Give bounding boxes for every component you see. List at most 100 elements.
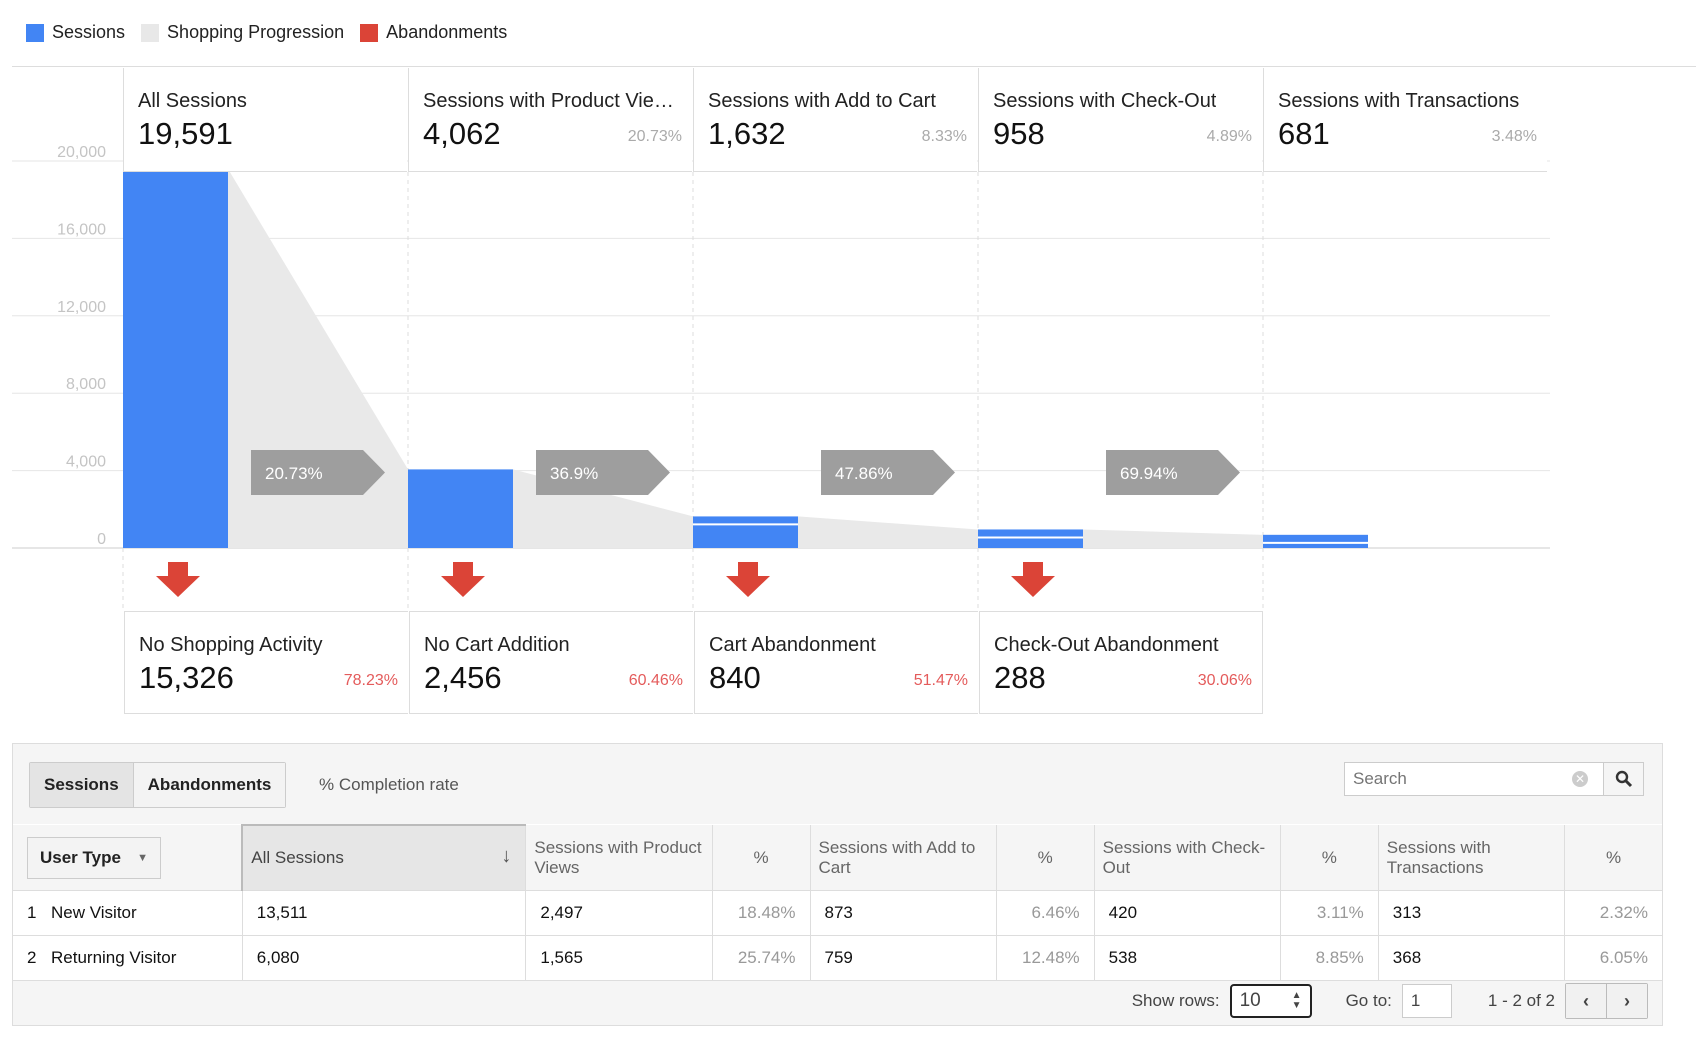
legend-swatch: [26, 23, 44, 42]
search-button[interactable]: [1604, 762, 1644, 796]
cell: 368: [1378, 935, 1566, 981]
table-footer: Show rows: 10 ▲ ▼ Go to: 1 1 - 2 of 2 ‹ ›: [1132, 983, 1648, 1019]
col-label: All Sessions: [251, 848, 344, 867]
chevron-right-icon[interactable]: ›: [1606, 984, 1647, 1018]
dimension-selector[interactable]: User Type ▼: [27, 836, 161, 879]
pagination-range: 1 - 2 of 2: [1487, 991, 1555, 1010]
tab-sessions[interactable]: Sessions: [30, 763, 134, 807]
tab-abandonments[interactable]: Abandonments: [133, 763, 286, 807]
cell: 873: [810, 890, 997, 936]
col-transactions[interactable]: Sessions with Transactions: [1378, 825, 1566, 891]
dimension-cell: 2 Returning Visitor: [13, 935, 243, 981]
cell-pct: 6.46%: [996, 890, 1095, 936]
legend-abandonments: Abandonments: [360, 22, 507, 43]
col-add-to-cart[interactable]: Sessions with Add to Cart: [810, 825, 997, 891]
table-header-row: User Type ▼ All Sessions ↓ Sessions with…: [13, 824, 1662, 891]
user-type-link[interactable]: New Visitor: [51, 903, 137, 922]
abandon-name: Cart Abandonment: [709, 634, 876, 656]
stage-name: All Sessions: [138, 90, 247, 112]
stage-value: 4,062: [423, 116, 501, 151]
abandon-check-out-abandonment[interactable]: Check-Out Abandonment 288 30.06%: [979, 611, 1263, 714]
stage-pct: 20.73%: [627, 128, 682, 145]
search-box: ✕: [1344, 762, 1644, 796]
legend-label: Abandonments: [386, 22, 508, 42]
y-tick-label: 12,000: [57, 299, 106, 316]
chevron-left-icon[interactable]: ‹: [1566, 984, 1606, 1018]
cell-pct: 2.32%: [1564, 890, 1662, 936]
progression-rate-arrow: [821, 450, 955, 495]
search-input[interactable]: [1344, 762, 1604, 796]
stage-pct: 8.33%: [921, 128, 967, 145]
stage-name: Sessions with Check-Out: [993, 90, 1217, 112]
progression-area: [1083, 529, 1263, 548]
stage-transactions[interactable]: Sessions with Transactions 681 3.48%: [1263, 68, 1547, 172]
cell: 759: [810, 935, 997, 981]
cell: 420: [1094, 890, 1281, 936]
abandon-value: 15,326: [139, 660, 234, 695]
legend-swatch: [141, 23, 160, 42]
col-all-sessions[interactable]: All Sessions ↓: [241, 824, 527, 891]
legend-sessions: Sessions: [26, 22, 125, 43]
cell: 538: [1094, 935, 1281, 981]
stage-check-out[interactable]: Sessions with Check-Out 958 4.89%: [978, 68, 1262, 172]
sort-arrow-icon: ↓: [501, 845, 512, 867]
goto-label: Go to:: [1345, 991, 1392, 1010]
abandon-cart-abandonment[interactable]: Cart Abandonment 840 51.47%: [694, 611, 978, 714]
abandon-pct: 78.23%: [343, 672, 398, 689]
clear-icon[interactable]: ✕: [1572, 771, 1588, 787]
cell: 1,565: [525, 935, 713, 981]
legend-label: Shopping Progression: [167, 22, 345, 42]
col-label: Sessions with Check-Out: [1102, 837, 1266, 877]
dimension-header: User Type ▼: [13, 825, 243, 891]
y-tick-label: 8,000: [66, 376, 106, 393]
sessions-bar: [978, 529, 1083, 548]
abandon-name: Check-Out Abandonment: [994, 634, 1219, 656]
col-pct[interactable]: %: [1280, 825, 1379, 891]
stage-product-views[interactable]: Sessions with Product Vie… 4,062 20.73%: [408, 68, 692, 172]
col-product-views[interactable]: Sessions with Product Views: [525, 825, 713, 891]
rows-per-page-select[interactable]: 10 ▲ ▼: [1229, 984, 1312, 1018]
sessions-bar: [693, 516, 798, 548]
abandonment-arrow-icon: [156, 562, 200, 597]
goto-page-input[interactable]: 1: [1401, 984, 1452, 1018]
abandon-pct: 51.47%: [913, 672, 968, 689]
cell-pct: 12.48%: [996, 935, 1095, 981]
sessions-bar: [408, 469, 513, 548]
abandon-pct: 60.46%: [628, 672, 683, 689]
col-pct[interactable]: %: [996, 825, 1095, 891]
col-label: %: [753, 847, 769, 867]
updown-icon: ▲ ▼: [1291, 990, 1302, 1011]
abandon-no-cart-addition[interactable]: No Cart Addition 2,456 60.46%: [409, 611, 693, 714]
row-number: 2: [27, 948, 37, 967]
legend-swatch: [360, 23, 379, 42]
stage-name: Sessions with Add to Cart: [708, 90, 936, 112]
sessions-bar: [123, 168, 228, 548]
abandon-pct: 30.06%: [1197, 672, 1252, 689]
stage-value: 958: [993, 116, 1045, 151]
stage-add-to-cart[interactable]: Sessions with Add to Cart 1,632 8.33%: [693, 68, 977, 172]
col-check-out[interactable]: Sessions with Check-Out: [1094, 825, 1281, 891]
progression-rate-label: 69.94%: [1120, 464, 1178, 483]
col-pct[interactable]: %: [1564, 825, 1662, 891]
user-type-link[interactable]: Returning Visitor: [51, 948, 177, 967]
progression-rate-arrow: [536, 450, 670, 495]
abandon-no-shopping-activity[interactable]: No Shopping Activity 15,326 78.23%: [124, 611, 408, 714]
progression-rate-label: 36.9%: [550, 464, 598, 483]
table-row: 1 New Visitor 13,511 2,497 18.48% 873 6.4…: [13, 890, 1662, 936]
stage-all-sessions[interactable]: All Sessions 19,591: [123, 68, 407, 172]
stage-name: Sessions with Transactions: [1278, 90, 1520, 112]
abandonment-arrow-icon: [1011, 562, 1055, 597]
col-label: Sessions with Add to Cart: [818, 837, 976, 877]
abandonment-arrow-icon: [726, 562, 770, 597]
cell: 6,080: [242, 935, 527, 981]
show-rows-label: Show rows:: [1131, 991, 1220, 1010]
col-pct[interactable]: %: [712, 825, 811, 891]
sessions-bar: [1263, 534, 1368, 548]
abandon-name: No Cart Addition: [424, 634, 570, 656]
abandon-value: 840: [709, 660, 761, 695]
pager: ‹ ›: [1565, 983, 1648, 1019]
completion-rate-label: % Completion rate: [319, 775, 459, 794]
progression-rate-arrow: [1106, 450, 1240, 495]
col-label: Sessions with Transactions: [1386, 837, 1491, 877]
stage-value: 681: [1278, 116, 1330, 151]
